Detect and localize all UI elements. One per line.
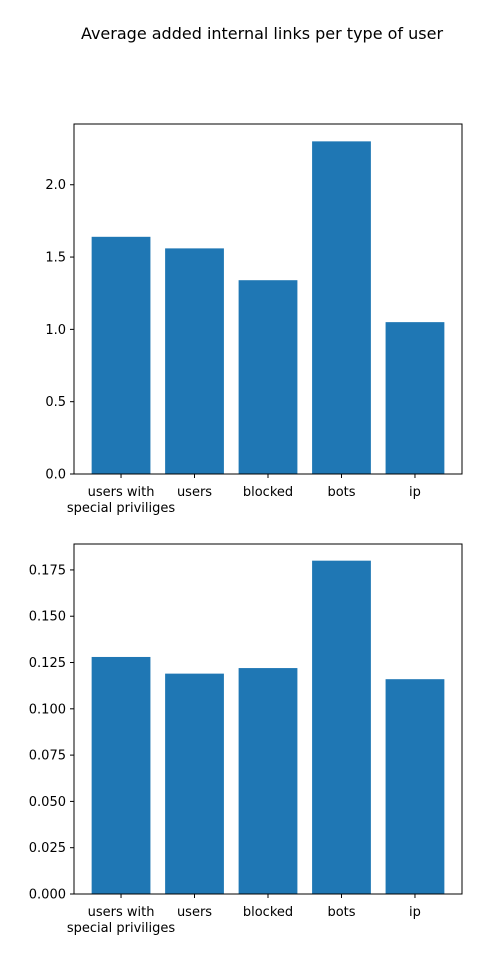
y-tick-label: 0.0 [45,468,66,483]
bar [385,322,445,474]
y-tick-label: 0.125 [29,656,66,671]
bar [91,656,151,894]
x-tick-label: ip [409,485,421,500]
x-tick-label: bots [327,905,355,920]
y-tick-label: 0.175 [29,563,66,578]
x-tick-label: users [177,485,212,500]
y-tick-label: 0.5 [45,395,66,410]
bar [312,141,371,475]
figure-title: Average added internal links per type of… [81,24,444,43]
y-tick-label: 2.0 [45,178,66,193]
y-tick-label: 0.050 [29,795,66,810]
y-tick-label: 0.025 [29,841,66,856]
bar [238,668,298,894]
y-tick-label: 0.000 [29,888,66,903]
x-tick-label: bots [327,485,355,500]
x-tick-label: users with special priviliges [67,485,175,516]
bar [238,280,298,474]
x-tick-label: users with special priviliges [67,905,175,936]
y-tick-label: 0.075 [29,749,66,764]
y-tick-label: 0.100 [29,702,66,717]
bar-chart-bottom: 0.000 0.025 0.050 0.075 0.100 0.125 0.150 0.175… [29,543,463,936]
x-tick-label: blocked [243,905,293,920]
y-tick-label: 1.5 [45,251,66,266]
x-tick-label: users [177,905,212,920]
x-tick-label: ip [409,905,421,920]
y-tick-label: 1.0 [45,323,66,338]
bar [165,673,224,894]
bar [165,248,224,474]
x-tick-label: blocked [243,485,293,500]
bar [91,236,151,474]
bar [385,679,445,894]
y-tick-label: 0.150 [29,610,66,625]
bar-chart-top: 0.0 0.5 1.0 1.5 2.0 users with special privili… [45,123,463,516]
bar [312,560,371,894]
